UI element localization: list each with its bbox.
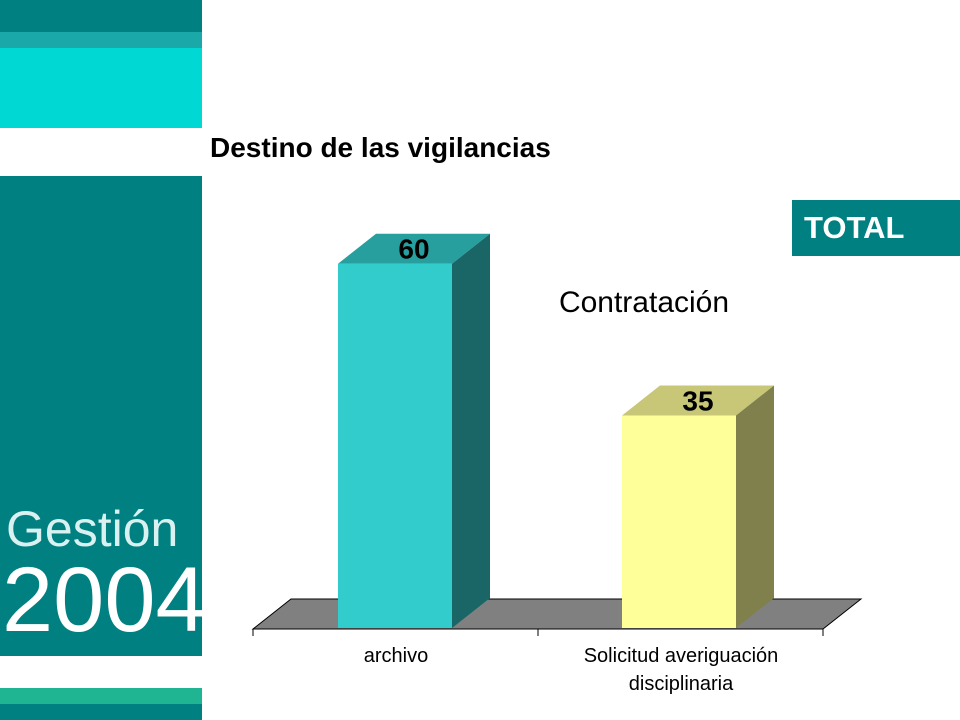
- chart-title: Contratación: [559, 286, 729, 319]
- bar-front: [622, 415, 736, 628]
- chart-bars: 60 35: [338, 233, 774, 628]
- chart-x-axis: archivo Solicitud averiguación disciplinar…: [252, 628, 824, 695]
- bar-top: [338, 233, 490, 264]
- bar-archivo: 60: [338, 233, 490, 628]
- sidebar-accent-band: [0, 32, 202, 48]
- data-label: 60: [398, 234, 429, 265]
- bar-side: [452, 233, 490, 628]
- bar-solicitud: 35: [622, 385, 774, 628]
- sidebar-top-block: [0, 0, 202, 32]
- x-tick-label: archivo: [364, 645, 428, 667]
- data-label: 35: [682, 386, 713, 417]
- total-badge: TOTAL: [792, 200, 960, 256]
- x-tick-label: disciplinaria: [629, 673, 734, 695]
- x-tick-label: Solicitud averiguación: [584, 645, 779, 667]
- sidebar-bottom-block: [0, 704, 202, 720]
- page-title: Destino de las vigilancias: [210, 132, 551, 163]
- bar-side: [736, 385, 774, 628]
- sidebar-cyan-block: [0, 48, 202, 128]
- sidebar-bottom-stripe: [0, 688, 202, 704]
- bar-front: [338, 263, 452, 628]
- brand-name: Gestión: [6, 501, 179, 557]
- brand-year: 2004: [2, 549, 202, 651]
- bar-top: [622, 385, 774, 416]
- sidebar-brand-panel: Gestión 2004: [0, 176, 202, 656]
